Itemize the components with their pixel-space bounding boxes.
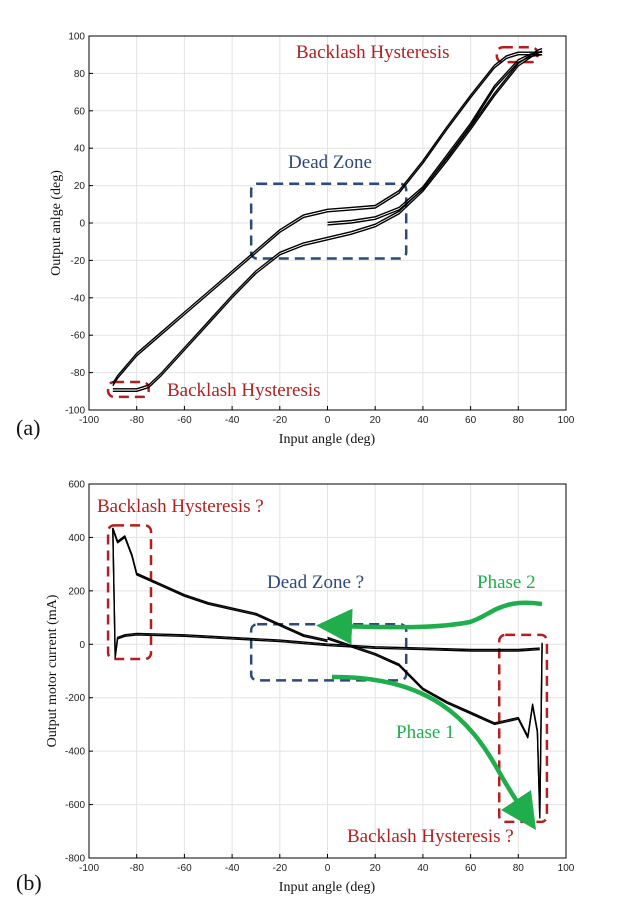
phase-1-arrow (331, 674, 536, 830)
chart-b-x-tick-label: -40 (225, 863, 240, 874)
chart-b-annotation-phase-2: Phase 2 (477, 572, 536, 593)
chart-a-panel-label: (a) (16, 415, 40, 440)
chart-a-xlabel: Input angle (deg) (279, 432, 376, 447)
chart-b: -100 -80 -60 -40 -20 0 20 40 60 80 100-800-600-400… (16, 480, 575, 896)
chart-a-series-2-line (112, 54, 543, 387)
chart-b-series-1-line (327, 636, 543, 818)
chart-b-y-tick-label: 600 (68, 480, 85, 491)
chart-a-y-tick-label: -100 (65, 406, 85, 417)
chart-a-y-tick-label: 40 (74, 144, 86, 155)
chart-a-x-tick-label: 20 (370, 415, 382, 426)
chart-a-series-2-line (112, 51, 543, 384)
chart-a-ylabel: Output anlge (deg) (49, 170, 64, 276)
chart-b-annotation-box (249, 623, 408, 682)
chart-b-series-3-line (112, 527, 328, 641)
chart-a-x-tick-label: -60 (177, 415, 192, 426)
chart-a-y-tick-label: -60 (71, 331, 86, 342)
chart-a-x-tick-label: 100 (558, 415, 575, 426)
chart-b-y-tick-label: 400 (68, 533, 85, 544)
chart-b-panel-label: (b) (16, 870, 42, 895)
chart-b-series-2-line (112, 529, 540, 659)
chart-b-annotation-phase-1: Phase 1 (396, 722, 455, 743)
chart-b-annotation-backlash-left: Backlash Hysteresis ? (97, 496, 264, 517)
chart-b-x-tick-label: 20 (370, 863, 382, 874)
chart-b-x-tick-label: -80 (129, 863, 144, 874)
chart-b-y-tick-label: 0 (79, 640, 85, 651)
chart-a-y-tick-label: 80 (74, 69, 86, 80)
chart-b-annotation-box (106, 524, 153, 661)
chart-a: -100 -80 -60 -40 -20 0 20 40 60 80 100 -100 -80 -60 -4… (16, 32, 575, 448)
chart-b-y-tick-label: 200 (68, 586, 85, 597)
chart-a-series-1-line (327, 51, 543, 224)
chart-b-y-tick-label: -800 (65, 854, 85, 865)
chart-b-x-tick-label: -20 (273, 863, 288, 874)
chart-b-x-tick-label: 80 (513, 863, 525, 874)
chart-b-x-tick-label: 0 (325, 863, 331, 874)
chart-a-annotation-dead-zone: Dead Zone (288, 152, 372, 173)
chart-b-x-tick-label: 40 (417, 863, 429, 874)
chart-a-x-tick-label: 60 (465, 415, 477, 426)
chart-b-x-tick-label: 100 (558, 863, 575, 874)
chart-a-x-tick-label: -100 (79, 415, 99, 426)
chart-a-y-tick-label: 0 (79, 219, 85, 230)
chart-b-y-tick-label: -200 (65, 693, 85, 704)
chart-a-series-3-line (112, 47, 543, 390)
chart-a-x-tick-label: 80 (513, 415, 525, 426)
chart-b-x-tick-label: 60 (465, 863, 477, 874)
phase-2-arrow (316, 600, 543, 645)
chart-a-annotation-backlash-top: Backlash Hysteresis (296, 42, 450, 63)
chart-b-xlabel: Input angle (deg) (279, 880, 376, 895)
chart-a-y-tick-label: -40 (71, 293, 86, 304)
chart-b-annotation-backlash-right: Backlash Hysteresis ? (347, 826, 514, 847)
chart-a-y-tick-label: -20 (71, 256, 86, 267)
chart-a-x-tick-label: 40 (417, 415, 429, 426)
chart-a-annotation-box (249, 182, 408, 260)
chart-a-x-tick-label: -20 (273, 415, 288, 426)
chart-a-series-3-line (112, 50, 543, 392)
chart-b-y-tick-label: -400 (65, 747, 85, 758)
chart-b-annotation-dead-zone: Dead Zone ? (267, 572, 364, 593)
chart-a-x-tick-label: -80 (129, 415, 144, 426)
chart-a-y-tick-label: -80 (71, 368, 86, 379)
chart-b-y-tick-label: -600 (65, 800, 85, 811)
chart-a-x-tick-label: 0 (325, 415, 331, 426)
chart-a-y-tick-label: 100 (68, 32, 85, 43)
chart-a-annotation-backlash-bottom: Backlash Hysteresis (167, 380, 321, 401)
chart-a-annotation-box (106, 380, 150, 399)
chart-a-series-1-line (327, 54, 543, 226)
chart-b-series-2-line (112, 527, 540, 657)
chart-a-y-tick-label: 20 (74, 181, 86, 192)
chart-b-x-tick-label: -60 (177, 863, 192, 874)
chart-a-x-tick-label: -40 (225, 415, 240, 426)
chart-b-x-tick-label: -100 (79, 863, 99, 874)
chart-b-ylabel: Output motor current (mA) (45, 594, 60, 747)
chart-a-y-tick-label: 60 (74, 106, 86, 117)
